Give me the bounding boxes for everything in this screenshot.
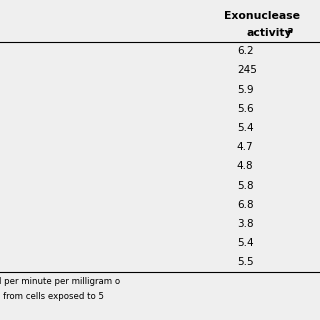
Text: 6.8: 6.8 bbox=[237, 200, 253, 210]
Text: 5.8: 5.8 bbox=[237, 180, 253, 191]
Text: 245: 245 bbox=[237, 65, 257, 76]
Text: activity: activity bbox=[246, 28, 292, 38]
Text: the number of viable colonies from cells exposed to 5: the number of viable colonies from cells… bbox=[0, 292, 104, 301]
Text: 3.8: 3.8 bbox=[237, 219, 253, 229]
Text: 4.7: 4.7 bbox=[237, 142, 253, 152]
Text: Exonuclease: Exonuclease bbox=[224, 11, 300, 21]
Text: a: a bbox=[286, 26, 293, 35]
Text: 6.2: 6.2 bbox=[237, 46, 253, 56]
Text: 5.4: 5.4 bbox=[237, 123, 253, 133]
Text: 5.5: 5.5 bbox=[237, 257, 253, 268]
Text: 5.4: 5.4 bbox=[237, 238, 253, 248]
Text: a Micrograms of DNA degraded per minute per milligram o: a Micrograms of DNA degraded per minute … bbox=[0, 277, 120, 286]
Text: 4.8: 4.8 bbox=[237, 161, 253, 172]
Text: 5.6: 5.6 bbox=[237, 104, 253, 114]
Text: 5.9: 5.9 bbox=[237, 84, 253, 95]
